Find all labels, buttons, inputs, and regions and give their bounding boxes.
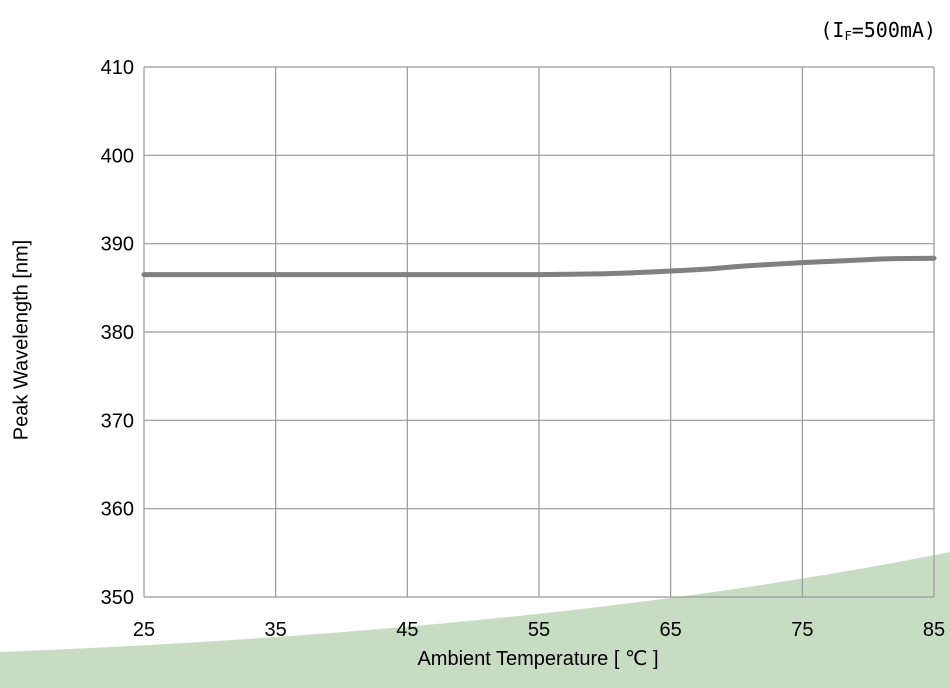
grid <box>143 66 935 598</box>
series-line-0 <box>141 255 937 278</box>
series-group <box>141 255 937 278</box>
y-tick-label-0: 350 <box>101 587 134 609</box>
y-tick-label-5: 400 <box>101 145 134 167</box>
x-tick-label-3: 55 <box>528 619 550 641</box>
y-axis-label: Peak Wavelength [nm] <box>10 239 33 441</box>
background-green-swoosh <box>0 552 950 688</box>
y-tick-label-6: 410 <box>101 57 134 79</box>
x-tick-label-6: 85 <box>923 619 945 641</box>
x-tick-label-4: 65 <box>660 619 682 641</box>
x-tick-label-2: 45 <box>396 619 418 641</box>
x-axis-label: Ambient Temperature [ ℃ ] <box>417 648 659 670</box>
y-tick-label-1: 360 <box>101 499 134 521</box>
y-tick-label-3: 380 <box>101 322 134 344</box>
x-tick-label-5: 75 <box>791 619 813 641</box>
x-tick-labels: 25 35 45 55 65 75 85 <box>133 619 945 641</box>
y-tick-labels: 350 360 370 380 390 400 410 <box>101 57 134 609</box>
y-tick-label-4: 390 <box>101 234 134 256</box>
y-tick-label-2: 370 <box>101 410 134 432</box>
x-tick-label-1: 35 <box>265 619 287 641</box>
x-tick-label-0: 25 <box>133 619 155 641</box>
test-condition-label: (IF=500mA) <box>820 18 936 43</box>
